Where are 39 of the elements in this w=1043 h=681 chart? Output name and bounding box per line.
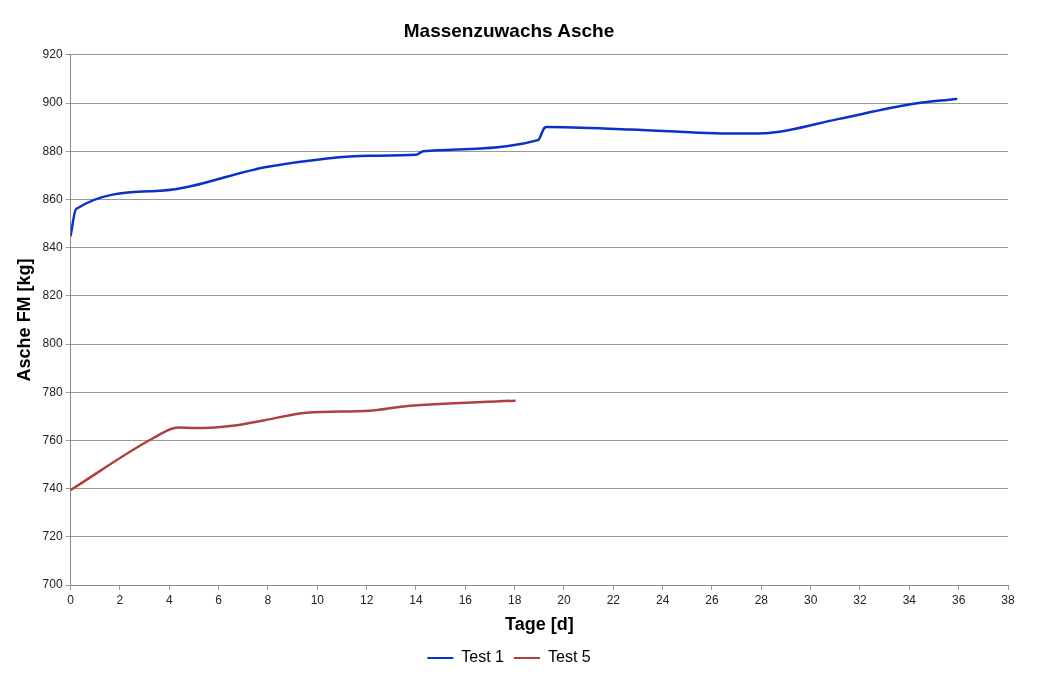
y-tick-label: 920	[42, 47, 63, 62]
x-tick-label: 14	[409, 592, 423, 607]
y-tick-label: 820	[42, 288, 63, 303]
x-tick-label: 6	[215, 592, 223, 607]
y-tick-label: 780	[42, 384, 63, 399]
y-tick-label: 880	[42, 143, 63, 158]
x-tick-label: 22	[606, 592, 621, 607]
x-tick-label: 8	[264, 592, 272, 607]
x-axis-title: Tage [d]	[504, 614, 574, 635]
x-tick-label: 38	[1001, 592, 1015, 607]
x-tick-label: 28	[754, 592, 769, 607]
x-tick-label: 34	[902, 592, 917, 607]
line-series	[70, 97, 958, 237]
x-tick-label: 10	[310, 592, 325, 607]
x-tick-label: 24	[655, 592, 670, 607]
x-tick-label: 12	[359, 592, 374, 607]
y-tick-label: 700	[42, 577, 63, 592]
x-tick-label: 26	[705, 592, 719, 607]
x-tick-label: 18	[507, 592, 522, 607]
chart-title: Massenzuwachs Asche	[403, 19, 615, 41]
y-tick-label: 740	[42, 480, 63, 495]
y-tick-label: 840	[42, 239, 63, 254]
y-tick-label: 720	[42, 529, 63, 544]
x-tick-label: 16	[458, 592, 473, 607]
y-tick-label: 860	[42, 191, 63, 206]
line-series	[70, 399, 516, 492]
x-tick-label: 20	[557, 592, 571, 607]
x-tick-label: 32	[853, 592, 867, 607]
x-tick-label: 4	[165, 592, 173, 607]
y-axis-title: Asche FM [kg]	[13, 258, 34, 382]
x-tick-label: 2	[116, 592, 124, 607]
y-tick-label: 900	[42, 95, 63, 110]
y-tick-label: 760	[42, 432, 63, 447]
legend-label: Test 5	[548, 648, 591, 666]
x-tick-label: 30	[803, 592, 818, 607]
x-tick-label: 36	[951, 592, 966, 607]
x-tick-label: 0	[67, 592, 75, 607]
legend-label: Test 1	[461, 648, 505, 666]
y-tick-label: 800	[42, 336, 63, 351]
